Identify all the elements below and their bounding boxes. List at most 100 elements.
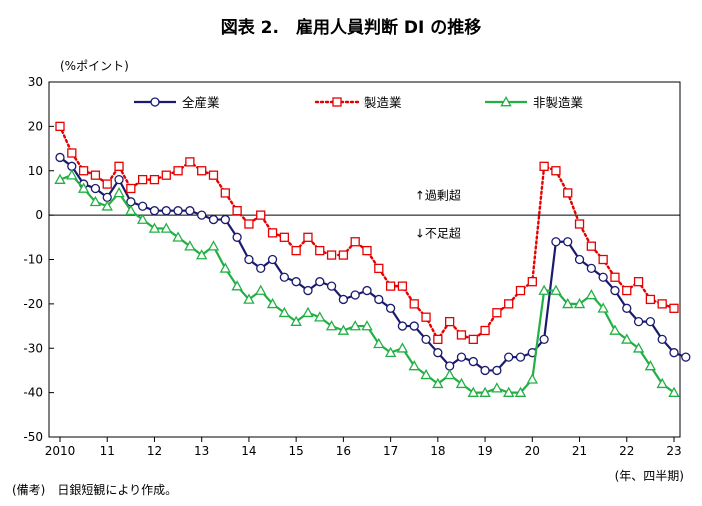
data-point xyxy=(573,297,586,309)
x-tick-label: 14 xyxy=(241,444,256,458)
data-point xyxy=(585,289,598,300)
data-point xyxy=(232,206,242,216)
data-point xyxy=(138,174,148,185)
data-point xyxy=(185,206,195,216)
data-point xyxy=(362,245,372,256)
data-point xyxy=(421,334,431,345)
data-point xyxy=(267,254,278,265)
annotation: ↑過剰超 xyxy=(415,188,461,203)
data-point xyxy=(598,254,608,265)
data-point xyxy=(563,188,573,198)
y-tick-label: 30 xyxy=(28,75,43,89)
data-point xyxy=(420,368,432,380)
data-point xyxy=(385,303,396,313)
data-point xyxy=(362,285,372,296)
data-point xyxy=(67,161,77,171)
data-point xyxy=(421,312,431,322)
y-tick-label: -30 xyxy=(23,341,43,355)
data-point xyxy=(502,386,515,397)
data-point xyxy=(55,121,65,132)
data-point xyxy=(408,360,420,371)
data-point xyxy=(54,173,66,184)
data-point xyxy=(609,324,621,335)
x-axis-label: (年、四半期) xyxy=(615,469,684,483)
data-point xyxy=(197,210,207,220)
data-point xyxy=(633,277,644,287)
legend-label: 非製造業 xyxy=(533,95,584,110)
data-point xyxy=(645,294,656,305)
data-point xyxy=(172,231,184,242)
data-point xyxy=(514,386,527,397)
data-point xyxy=(373,337,385,349)
data-point xyxy=(633,316,644,327)
data-point xyxy=(279,272,289,282)
y-tick-label: -40 xyxy=(23,386,43,400)
x-tick-label: 15 xyxy=(289,444,304,458)
x-tick-label: 2010 xyxy=(45,444,76,458)
data-point xyxy=(125,204,137,216)
data-point xyxy=(539,334,549,345)
data-point xyxy=(291,277,301,287)
x-tick-label: 20 xyxy=(525,444,540,458)
y-tick-label: -20 xyxy=(23,297,43,311)
data-point xyxy=(326,250,337,260)
data-point xyxy=(467,386,479,397)
data-point xyxy=(645,316,656,327)
legend-marker xyxy=(150,97,160,107)
data-point xyxy=(515,352,526,362)
y-axis-label: (%ポイント) xyxy=(60,59,129,73)
x-tick-label: 23 xyxy=(666,444,681,458)
data-point xyxy=(455,377,468,389)
data-point xyxy=(479,386,491,397)
data-point xyxy=(114,161,124,171)
data-point xyxy=(173,166,183,176)
data-point xyxy=(291,245,301,256)
data-point xyxy=(445,361,455,371)
data-point xyxy=(89,195,102,207)
plot-frame xyxy=(48,81,681,438)
x-tick-label: 18 xyxy=(430,444,445,458)
data-point xyxy=(113,186,125,198)
data-point xyxy=(290,315,302,326)
data-point xyxy=(644,360,657,371)
data-point xyxy=(197,166,207,176)
y-tick-label: 0 xyxy=(35,208,43,222)
x-tick-label: 12 xyxy=(147,444,162,458)
chart-title: 図表 2. 雇用人員判断 DI の推移 xyxy=(221,17,481,38)
data-point xyxy=(433,334,443,345)
data-point xyxy=(669,303,679,313)
data-point xyxy=(669,348,679,358)
data-point xyxy=(468,356,478,367)
data-point xyxy=(102,179,112,189)
data-point xyxy=(504,352,514,362)
data-point xyxy=(256,210,266,220)
data-point xyxy=(527,277,537,287)
legend-marker xyxy=(500,96,512,107)
data-point xyxy=(266,297,279,309)
legend-marker xyxy=(332,97,342,107)
legend-item-3: 非製造業 xyxy=(485,95,584,110)
data-point xyxy=(610,285,620,296)
data-point xyxy=(563,237,573,247)
data-point xyxy=(77,182,90,193)
data-point xyxy=(208,214,219,225)
data-point xyxy=(598,272,608,282)
data-point xyxy=(173,206,183,216)
data-point xyxy=(78,166,89,176)
data-point xyxy=(681,352,691,362)
data-point xyxy=(315,245,325,256)
data-point xyxy=(409,299,419,309)
data-point xyxy=(597,302,609,313)
data-point xyxy=(314,311,326,322)
data-point xyxy=(396,342,409,353)
data-point xyxy=(302,306,314,318)
data-point xyxy=(492,365,502,376)
data-point xyxy=(337,324,350,335)
data-point xyxy=(278,306,291,318)
data-point xyxy=(621,333,633,344)
data-point xyxy=(480,365,490,376)
series-1 xyxy=(55,152,691,376)
data-point xyxy=(67,148,77,158)
